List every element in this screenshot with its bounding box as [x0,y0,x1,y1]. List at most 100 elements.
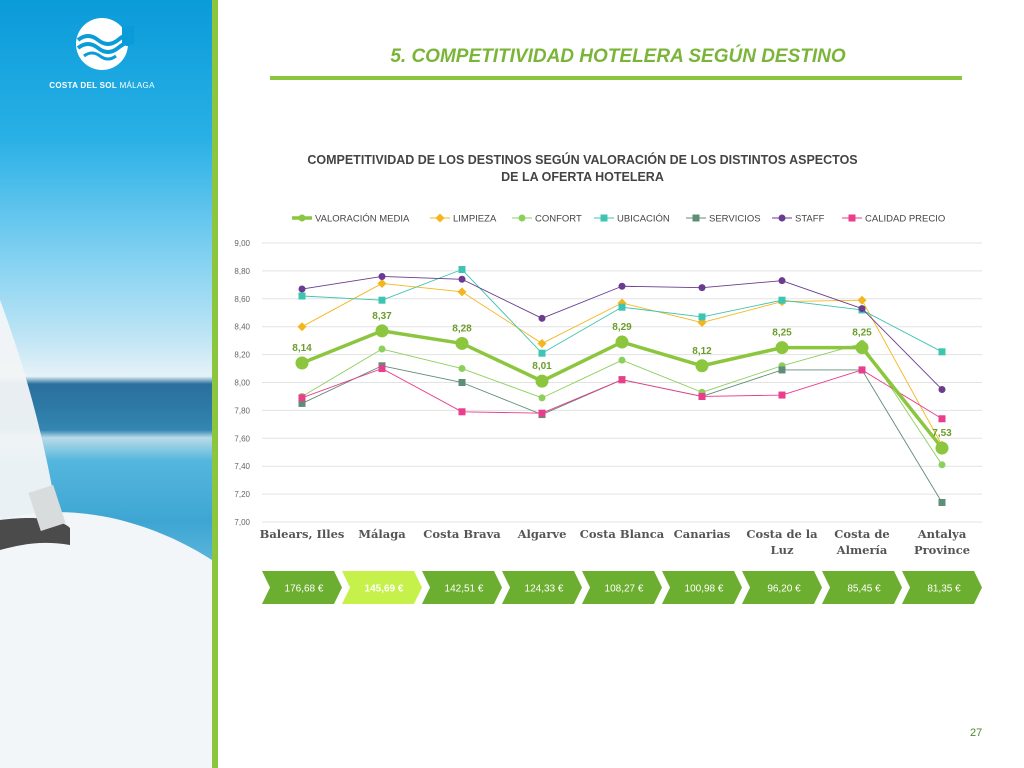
data-point [618,356,626,364]
price-chevron [422,571,502,604]
data-point [938,498,946,506]
price-label: 142,51 € [445,584,484,595]
data-point [538,314,546,322]
price-label: 124,33 € [525,584,564,595]
accent-bar [212,0,218,768]
logo-brand: COSTA DEL SOL [49,81,118,90]
data-label: 8,14 [292,343,312,354]
data-point [855,341,869,355]
data-point [618,282,626,290]
data-point [857,295,867,305]
logo-city: MÁLAGA [119,81,155,90]
sidebar-photo-decoration [0,300,212,768]
data-point [538,349,546,357]
data-point [775,341,789,355]
y-tick-label: 8,00 [234,379,250,388]
y-tick-label: 8,20 [234,351,250,360]
x-tick-label: Costa Blanca [580,527,665,541]
legend-label: LIMPIEZA [453,214,497,225]
legend-marker [778,214,786,222]
y-tick-label: 7,40 [234,462,250,471]
price-label: 85,45 € [847,584,881,595]
legend-marker [600,214,608,222]
series-line [301,365,943,503]
x-tick-label: Costa Brava [423,527,501,541]
chart-title-line-2: DE LA OFERTA HOTELERA [501,170,664,184]
data-point [938,348,946,356]
data-point [858,305,866,313]
legend-label: VALORACIÓN MEDIA [315,214,410,225]
chart-title: COMPETITIVIDAD DE LOS DESTINOS SEGÚN VAL… [260,152,905,186]
data-point [457,287,467,297]
price-label: 108,27 € [605,584,644,595]
legend-marker [298,214,306,222]
price-label: 145,69 € [365,584,404,595]
y-tick-label: 8,80 [234,267,250,276]
data-point [298,285,306,293]
data-point [938,461,946,469]
data-point [938,385,946,393]
x-tick-label: Almería [836,543,888,557]
data-point [938,415,946,423]
price-chevron [342,571,422,604]
brand-logo: COSTA DEL SOL MÁLAGA [42,16,162,90]
legend-label: CALIDAD PRECIO [865,214,945,225]
data-point [695,359,709,373]
data-point [535,374,549,388]
data-point [377,278,387,288]
data-point [778,366,786,374]
chart-title-line-1: COMPETITIVIDAD DE LOS DESTINOS SEGÚN VAL… [307,153,858,167]
data-point [935,441,949,455]
series-line [301,368,943,420]
price-chevron [262,571,342,604]
data-point [778,296,786,304]
data-label: 8,29 [612,322,632,333]
y-tick-label: 7,00 [234,518,250,527]
data-point [537,338,547,348]
data-label: 8,37 [372,311,392,322]
x-tick-label: Canarias [674,527,731,541]
data-label: 8,25 [852,328,872,339]
legend-marker [848,214,856,222]
legend-label: CONFORT [535,214,582,225]
x-tick-label: Costa de la [746,527,818,541]
data-point [458,266,466,274]
legend-label: SERVICIOS [709,214,761,225]
wave-logo-icon [76,18,136,70]
page-number: 27 [970,727,983,739]
page-title: 5. COMPETITIVIDAD HOTELERA SEGÚN DESTINO [390,46,846,67]
legend-marker [518,214,526,222]
x-tick-label: Province [914,543,970,557]
line-chart: 7,00 7,20 7,40 7,60 7,80 8,00 8,20 8,40 8,60 8,80… [234,213,982,604]
x-tick-label: Costa de [834,527,889,541]
data-point [778,391,786,399]
x-tick-label: Luz [771,543,794,557]
legend-label: STAFF [795,214,825,225]
price-chevron [582,571,662,604]
legend-label: UBICACIÓN [617,214,670,225]
data-point [538,409,546,417]
price-label: 100,98 € [685,584,724,595]
price-label: 176,68 € [285,584,324,595]
price-chevron [662,571,742,604]
data-point [378,345,386,353]
data-point [778,277,786,285]
data-label: 7,53 [932,428,952,439]
price-label: 81,35 € [927,584,961,595]
data-point [455,336,469,350]
y-tick-label: 7,20 [234,490,250,499]
y-tick-label: 7,60 [234,434,250,443]
price-chevron [822,571,902,604]
sidebar-panel: COSTA DEL SOL MÁLAGA [0,0,212,768]
y-tick-label: 8,40 [234,323,250,332]
data-point [858,366,866,374]
data-point [458,408,466,416]
data-point [458,379,466,386]
data-point [538,394,546,402]
data-point [298,399,306,407]
data-label: 8,01 [532,361,552,372]
data-point [378,365,386,373]
data-point [298,394,306,402]
data-point [698,313,706,321]
y-tick-label: 7,80 [234,406,250,415]
